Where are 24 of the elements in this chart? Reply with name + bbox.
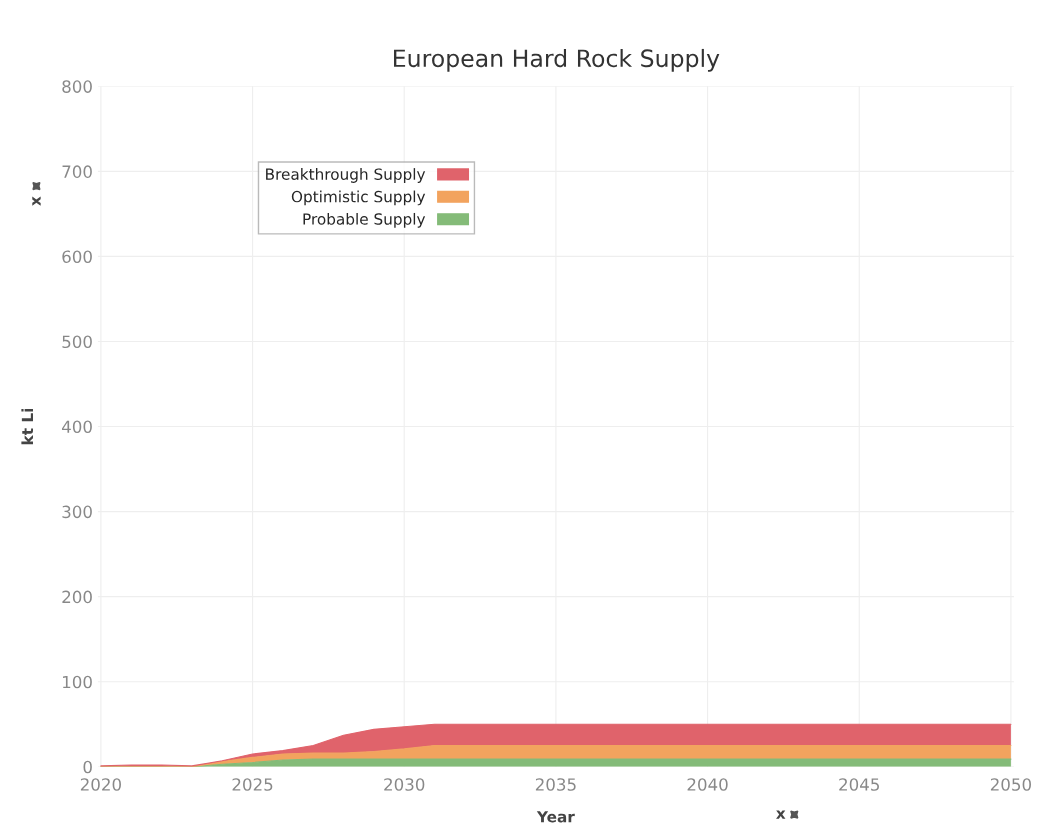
x-tick-label: 2040 bbox=[687, 778, 728, 791]
x-tick-label: 2030 bbox=[384, 778, 425, 791]
y-tick-label: 100 bbox=[63, 675, 92, 689]
y-tick-label: 200 bbox=[62, 590, 92, 604]
text: x bbox=[776, 810, 786, 819]
text: x bbox=[32, 196, 41, 206]
x-tick-label: 2035 bbox=[535, 778, 576, 791]
y-tick-label: 600 bbox=[62, 250, 92, 263]
y-tick-label: 300 bbox=[62, 505, 92, 519]
legend-label: Breakthrough Supply bbox=[266, 168, 426, 183]
x-tick-label: 2045 bbox=[839, 778, 879, 791]
y-tick-label: 700 bbox=[62, 165, 92, 178]
y-axis-title: kt Li bbox=[21, 408, 33, 445]
y-tick-label: 500 bbox=[62, 335, 92, 349]
y-tick-label: 0 bbox=[83, 760, 92, 774]
y-tick-label: 800 bbox=[62, 80, 92, 93]
x-axis-title: Year bbox=[536, 811, 575, 823]
chart-title: European Hard Rock Supply bbox=[394, 48, 720, 72]
x-tick-label: 2050 bbox=[990, 778, 1031, 791]
legend-label: Probable Supply bbox=[303, 212, 426, 228]
x-tick-label: 2020 bbox=[80, 778, 121, 791]
x-tick-label: 2025 bbox=[232, 778, 273, 791]
legend-label: Optimistic Supply bbox=[291, 190, 426, 206]
y-tick-label: 400 bbox=[62, 420, 92, 434]
